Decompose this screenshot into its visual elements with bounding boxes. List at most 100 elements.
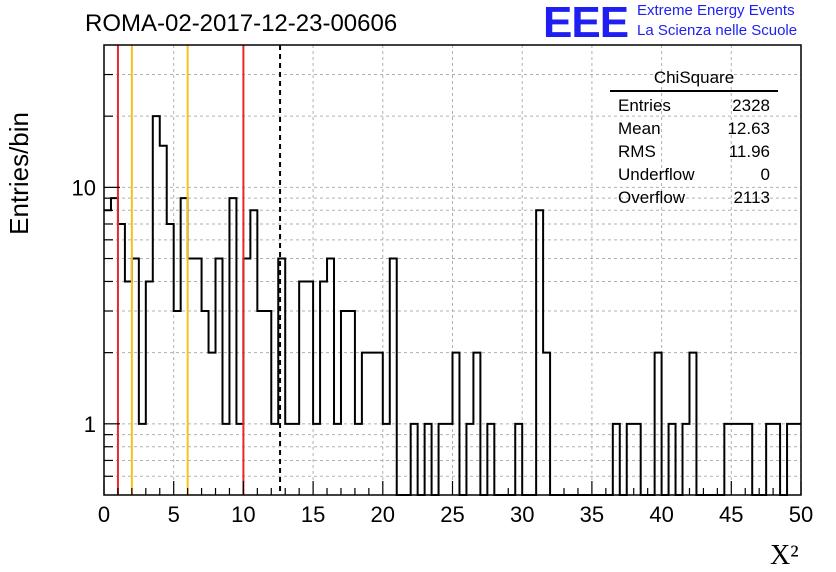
histogram-bin [390, 259, 397, 495]
stats-value-rms: 11.96 [728, 141, 770, 161]
histogram-bin [745, 424, 752, 495]
histogram-bin [669, 424, 676, 495]
histogram-bin [634, 424, 641, 495]
histogram-bin [515, 424, 522, 495]
histogram-bin [348, 311, 355, 495]
stats-separator [610, 90, 778, 92]
histogram-bin [313, 424, 320, 495]
histogram-bin [160, 146, 167, 495]
stats-row: Underflow 0 [610, 163, 778, 186]
histogram-bin [334, 424, 341, 495]
histogram-bin [487, 424, 494, 495]
histogram-bin [453, 353, 460, 495]
histogram-bin [536, 210, 543, 495]
x-axis-tick-label: 30 [510, 502, 534, 527]
histogram-bin [383, 424, 390, 495]
x-axis-tick-label: 45 [719, 502, 743, 527]
histogram-bin [362, 353, 369, 495]
stats-value-mean: 12.63 [727, 118, 770, 138]
histogram-bin [731, 424, 738, 495]
histogram-bin [125, 281, 132, 495]
y-axis-tick-label: 1 [84, 412, 96, 437]
y-axis-label: Entries/bin [4, 112, 34, 235]
logo-line-1: Extreme Energy Events [637, 2, 795, 19]
x-axis-tick-label: 25 [440, 502, 464, 527]
stats-value-underflow: 0 [760, 164, 770, 184]
stats-label-underflow: Underflow [618, 164, 695, 184]
histogram-bin [724, 424, 731, 495]
histogram-bin [264, 311, 271, 495]
histogram-bin [216, 259, 223, 495]
histogram-bin [111, 198, 118, 495]
histogram-bin [355, 424, 362, 495]
histogram-bin [683, 424, 690, 495]
x-axis-tick-label: 35 [580, 502, 604, 527]
histogram-bin [627, 424, 634, 495]
histogram-bin [292, 424, 299, 495]
histogram-bin [327, 259, 334, 495]
histogram-bin [425, 424, 432, 495]
histogram-bin [132, 259, 139, 495]
x-axis-tick-label: 10 [231, 502, 255, 527]
logo-mark: EEE [543, 0, 629, 47]
logo-line-2: La Scienza nelle Scuole [637, 22, 798, 39]
histogram-bin [229, 198, 236, 495]
stats-row: Overflow 2113 [610, 186, 778, 209]
histogram-bin [202, 311, 209, 495]
histogram-bin [188, 259, 195, 495]
histogram-bin [446, 424, 453, 495]
histogram-bin [209, 353, 216, 495]
histogram-bin [195, 259, 202, 495]
x-axis-tick-label: 15 [301, 502, 325, 527]
histogram-bin [285, 424, 292, 495]
histogram-bin [146, 281, 153, 495]
histogram-bin [439, 424, 446, 495]
histogram-bin [411, 424, 418, 495]
y-axis-label-wrapper: Entries/bin [4, 0, 35, 235]
x-axis-tick-label: 50 [789, 502, 813, 527]
histogram-bin [118, 224, 125, 495]
histogram-bin [766, 424, 773, 495]
x-axis-label: X² [770, 540, 799, 571]
histogram-bin [655, 353, 662, 495]
stats-label-entries: Entries [618, 95, 671, 115]
stats-value-overflow: 2113 [733, 187, 770, 207]
histogram-bin [543, 353, 550, 495]
stats-label-overflow: Overflow [618, 187, 686, 207]
stats-value-entries: 2328 [732, 95, 770, 115]
histogram-bin [167, 224, 174, 495]
stats-label-rms: RMS [618, 141, 656, 161]
histogram-bin [787, 424, 794, 495]
x-axis-tick-label: 5 [168, 502, 180, 527]
histogram-series-line [104, 115, 801, 496]
eee-logo: EEE Extreme Energy Events La Scienza nel… [543, 0, 833, 47]
histogram-bin [369, 353, 376, 495]
histogram-bin [341, 311, 348, 495]
stats-row: Mean 12.63 [610, 117, 778, 140]
histogram-bin [320, 281, 327, 495]
histogram-bin [153, 116, 160, 495]
x-axis-tick-label: 20 [371, 502, 395, 527]
histogram-bin [689, 353, 696, 495]
histogram-bin [139, 424, 146, 495]
stats-row: Entries 2328 [610, 94, 778, 117]
histogram-bin [613, 424, 620, 495]
histogram-bin [174, 311, 181, 495]
x-axis-tick-label: 0 [98, 502, 110, 527]
histogram-bin [794, 424, 801, 495]
histogram-bin [773, 424, 780, 495]
histogram-bin [250, 210, 257, 495]
histogram-bin [376, 353, 383, 495]
histogram-bin [257, 311, 264, 495]
histogram-bin [243, 259, 250, 495]
histogram-bin [299, 281, 306, 495]
stats-label-mean: Mean [618, 118, 661, 138]
histogram-bin [236, 424, 243, 495]
histogram-bin [738, 424, 745, 495]
stats-title: ChiSquare [653, 68, 735, 87]
histogram-bin [466, 424, 473, 495]
histogram-bin [306, 281, 313, 495]
x-axis-tick-label: 40 [649, 502, 673, 527]
histogram-bin [222, 424, 229, 495]
